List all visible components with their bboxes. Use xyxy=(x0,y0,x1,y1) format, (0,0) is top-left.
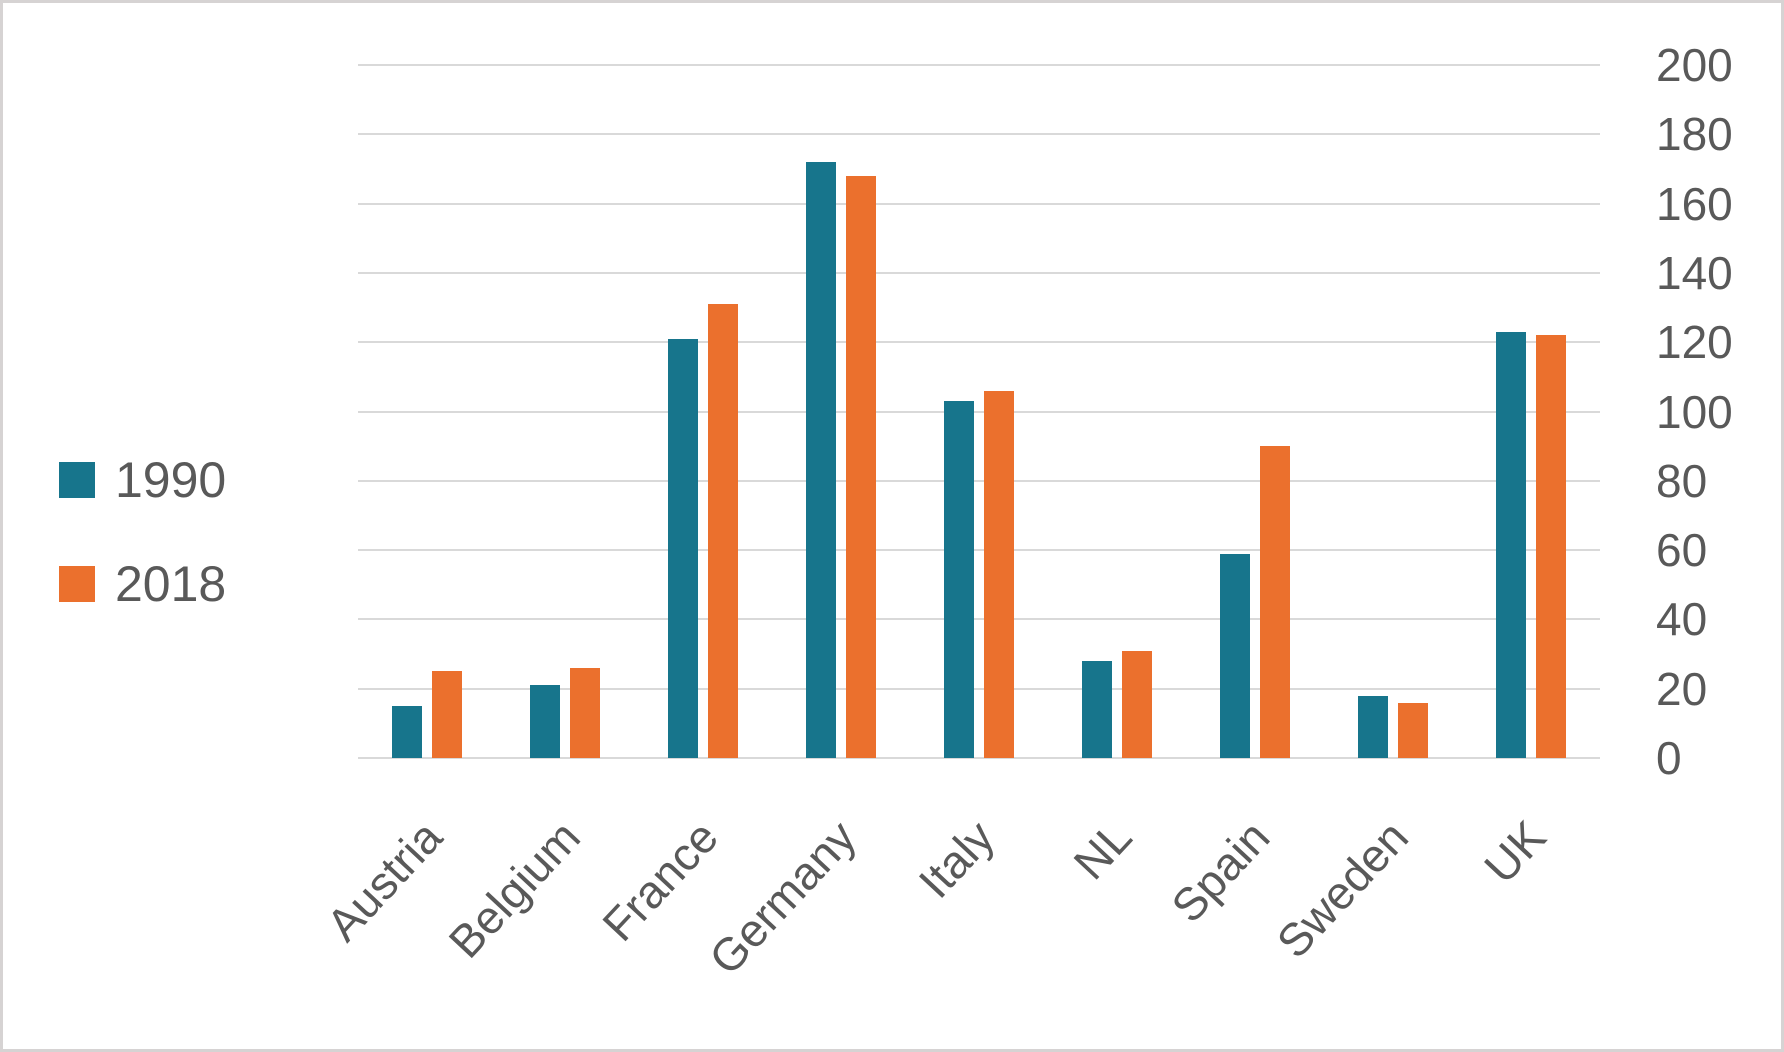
gridline xyxy=(358,271,1600,274)
bar-1990-spain xyxy=(1220,553,1250,758)
bar-2018-belgium xyxy=(570,667,600,758)
bar-2018-spain xyxy=(1260,446,1290,758)
category-label: Spain xyxy=(1161,810,1280,933)
legend-swatch-1990 xyxy=(59,462,95,498)
bar-1990-uk xyxy=(1496,331,1526,758)
y-tick-label: 80 xyxy=(1656,454,1708,507)
bar-group-sweden xyxy=(1324,65,1462,758)
bar-1990-austria xyxy=(392,706,422,758)
legend-label: 2018 xyxy=(115,556,227,612)
gridline xyxy=(358,202,1600,205)
category-label: Italy xyxy=(908,810,1004,908)
gridline xyxy=(358,410,1600,413)
y-axis: 200 180 160 140 120 100 80 60 40 20 0 xyxy=(1656,39,1776,784)
bar-2018-austria xyxy=(432,671,462,758)
bar-2018-germany xyxy=(846,175,876,758)
bar-group-belgium xyxy=(496,65,634,758)
category-label: Sweden xyxy=(1266,810,1418,968)
gridline xyxy=(358,64,1600,66)
bar-1990-france xyxy=(668,338,698,758)
gridline xyxy=(358,618,1600,621)
y-tick-label: 160 xyxy=(1656,177,1733,230)
y-tick-label: 180 xyxy=(1656,108,1733,161)
bar-group-germany xyxy=(772,65,910,758)
gridline xyxy=(358,549,1600,552)
category-label: Germany xyxy=(698,810,866,985)
bar-1990-belgium xyxy=(530,685,560,758)
legend: 1990 2018 xyxy=(59,450,226,614)
gridline xyxy=(358,133,1600,136)
category-label: Austria xyxy=(316,810,452,951)
bar-group-nl xyxy=(1048,65,1186,758)
legend-label: 1990 xyxy=(115,452,227,508)
plot-area xyxy=(358,64,1600,759)
bar-group-italy xyxy=(910,65,1048,758)
bar-1990-germany xyxy=(806,162,836,758)
bar-2018-italy xyxy=(984,390,1014,758)
bar-group-austria xyxy=(358,65,496,758)
y-tick-label: 200 xyxy=(1656,39,1733,91)
y-tick-label: 120 xyxy=(1656,316,1733,369)
y-tick-label: 20 xyxy=(1656,662,1708,715)
category-label: Belgium xyxy=(438,810,590,968)
gridline xyxy=(358,341,1600,344)
y-tick-label: 140 xyxy=(1656,246,1733,299)
category-label: UK xyxy=(1474,810,1556,893)
bar-2018-nl xyxy=(1122,650,1152,758)
y-tick-label: 40 xyxy=(1656,593,1708,646)
legend-item-2018: 2018 xyxy=(59,554,226,614)
category-label: France xyxy=(592,810,728,951)
gridline xyxy=(358,687,1600,690)
y-tick-label: 100 xyxy=(1656,385,1733,438)
bar-2018-uk xyxy=(1536,335,1566,758)
bar-group-spain xyxy=(1186,65,1324,758)
bar-2018-sweden xyxy=(1398,702,1428,758)
bar-1990-nl xyxy=(1082,660,1112,758)
legend-swatch-2018 xyxy=(59,566,95,602)
y-tick-label: 0 xyxy=(1656,732,1682,784)
x-axis: Austria Belgium France Germany Italy NL Spain S… xyxy=(316,810,1600,1049)
bar-1990-italy xyxy=(944,401,974,758)
category-label: NL xyxy=(1063,810,1142,890)
gridline xyxy=(358,479,1600,482)
bar-2018-france xyxy=(708,304,738,758)
y-tick-label: 60 xyxy=(1656,524,1708,577)
bar-1990-sweden xyxy=(1358,695,1388,758)
bar-group-uk xyxy=(1462,65,1600,758)
x-axis-line xyxy=(358,757,1600,759)
bar-group-france xyxy=(634,65,772,758)
legend-item-1990: 1990 xyxy=(59,450,226,510)
